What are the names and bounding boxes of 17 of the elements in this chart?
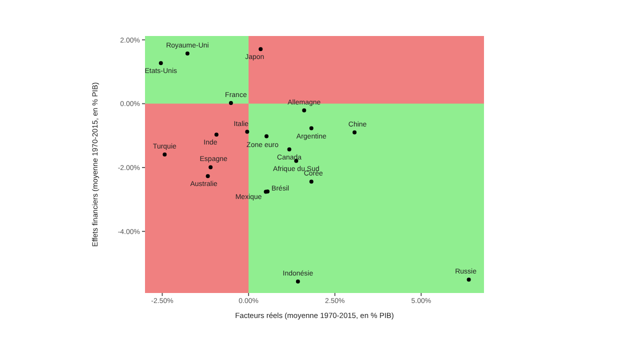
point <box>287 147 292 152</box>
point <box>466 278 471 282</box>
point <box>352 130 357 134</box>
point <box>309 126 314 130</box>
point <box>258 47 263 52</box>
point <box>206 174 210 178</box>
point <box>296 280 300 284</box>
point <box>158 61 163 66</box>
point <box>245 130 250 134</box>
point <box>228 101 233 106</box>
point <box>309 180 314 184</box>
point <box>264 134 269 138</box>
point <box>185 52 190 56</box>
point <box>208 165 213 170</box>
point <box>214 132 218 137</box>
point <box>302 108 306 112</box>
point <box>162 152 167 156</box>
